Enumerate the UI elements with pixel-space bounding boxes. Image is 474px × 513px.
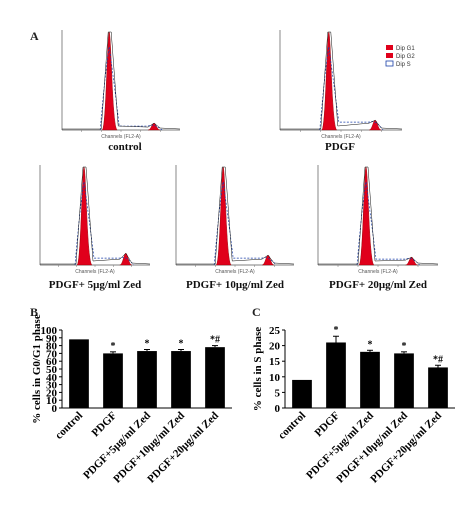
bar: [360, 351, 380, 408]
legend-label-g2: Dip G2: [396, 54, 415, 60]
legend-swatch-g1: [386, 45, 393, 50]
bar: [326, 342, 346, 408]
histogram-caption: PDGF+ 20μg/ml Zed: [329, 279, 427, 291]
histogram-axis-label: Channels (FL2-A): [215, 269, 255, 275]
legend-label-s: Dip S: [396, 62, 411, 68]
histogram-panel: Channels (FL2-A)control: [61, 30, 181, 153]
legend-label-g1: Dip G1: [396, 46, 415, 52]
category-label: control: [276, 410, 308, 442]
y-tick-label: 90: [46, 333, 58, 345]
y-tick-label: 30: [46, 380, 58, 392]
histogram-panel: Channels (FL2-A) PDGF+ 5μg/ml Zed: [39, 165, 151, 291]
y-tick-label: 50: [46, 364, 58, 376]
significance-label: *: [111, 341, 116, 352]
y-tick-label: 25: [269, 325, 281, 337]
y-tick-label: 0: [52, 403, 58, 415]
bar-chart-s-phase: 0 5 10 15 20 25 % cells in S phase control * PDGF…: [252, 325, 455, 486]
g2-peak: [119, 253, 132, 266]
legend-swatch-s: [385, 60, 394, 67]
y-tick-label: 70: [46, 348, 58, 360]
panel-label-a: A: [30, 29, 39, 43]
y-tick-label: 10: [46, 395, 58, 407]
histogram-caption: PDGF+ 5μg/ml Zed: [49, 279, 142, 291]
category-label: PDGF: [89, 409, 119, 439]
significance-label: *: [179, 339, 184, 350]
histogram-caption: PDGF+ 10μg/ml Zed: [186, 279, 284, 291]
y-tick-label: 20: [269, 341, 281, 353]
panel-label-c: C: [252, 305, 261, 319]
bar: [69, 339, 89, 408]
y-tick-label: 20: [46, 387, 58, 399]
y-tick-label: 5: [275, 387, 281, 399]
legend: Dip G1 Dip G2 Dip S: [385, 45, 415, 68]
histogram-caption: control: [108, 141, 141, 153]
g2-peak: [261, 254, 275, 266]
histogram-trace: [40, 166, 151, 265]
histogram-trace: [318, 166, 439, 265]
significance-label: *#: [433, 354, 443, 365]
significance-label: *: [334, 325, 339, 336]
histogram-axis-label: Channels (FL2-A): [358, 269, 398, 275]
category-label: PDGF: [312, 409, 342, 439]
histogram-trace: [280, 31, 403, 130]
legend-swatch-g2: [386, 53, 393, 58]
bar: [428, 367, 448, 408]
histogram-panel: Channels (FL2-A) PDGF+ 20μg/ml Zed: [317, 165, 439, 291]
bar: [205, 347, 225, 408]
significance-label: *: [368, 339, 373, 350]
y-tick-label: 15: [269, 356, 281, 368]
significance-label: *#: [210, 335, 220, 346]
histogram-panel: Channels (FL2-A)PDGF: [279, 30, 403, 153]
y-axis-label: % cells in S phase: [252, 327, 264, 411]
histogram-trace: [176, 166, 295, 265]
y-tick-label: 100: [41, 325, 58, 337]
histogram-trace: [62, 31, 181, 130]
histogram-axis-label: Channels (FL2-A): [101, 134, 141, 140]
y-tick-label: 80: [46, 341, 58, 353]
y-tick-label: 0: [275, 403, 281, 415]
bar: [394, 353, 414, 408]
histogram-axis-label: Channels (FL2-A): [75, 269, 115, 275]
bar: [137, 351, 157, 408]
y-tick-label: 40: [46, 372, 58, 384]
bar: [103, 353, 123, 408]
category-label: control: [53, 410, 85, 442]
histogram-caption: PDGF: [325, 141, 355, 153]
y-tick-label: 10: [269, 372, 281, 384]
y-tick-label: 60: [46, 356, 58, 368]
histogram-panel: Channels (FL2-A) PDGF+ 10μg/ml Zed: [175, 165, 295, 291]
y-axis-label: % cells in G0/G1 phase: [31, 314, 43, 424]
histogram-axis-label: Channels (FL2-A): [321, 134, 361, 140]
bar: [292, 379, 312, 408]
significance-label: *: [145, 339, 150, 350]
bar: [171, 351, 191, 408]
panel-label-b: B: [30, 305, 38, 319]
significance-label: *: [402, 341, 407, 352]
